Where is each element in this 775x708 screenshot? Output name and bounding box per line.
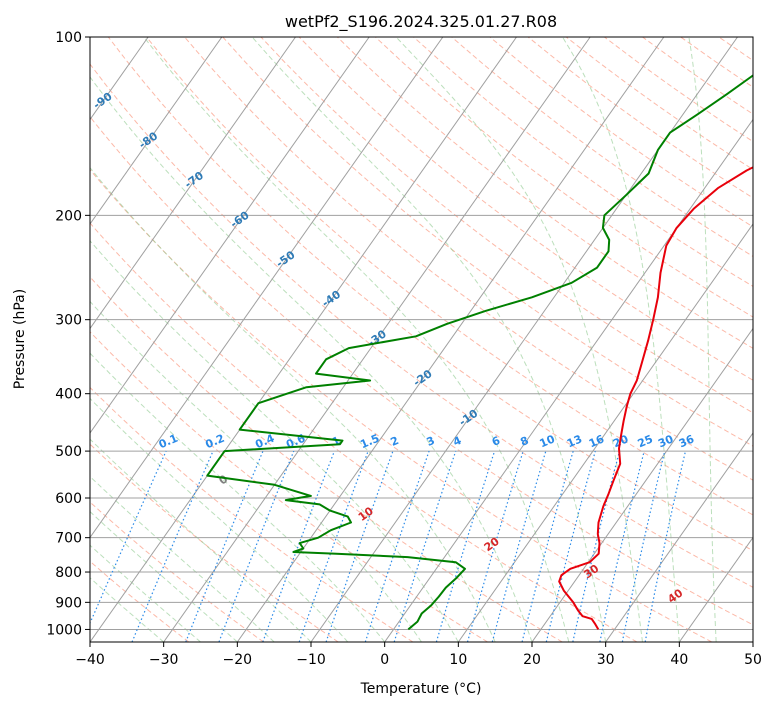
- plot-area: 0.10.20.40.611.52346810131620253036-100-…: [90, 37, 753, 642]
- x-tick-label: 10: [449, 652, 467, 668]
- moist-adiabat-line: [90, 166, 496, 642]
- x-tick-label: 50: [744, 652, 762, 668]
- moist-adiabat-line: [90, 397, 349, 642]
- moist-adiabat-line: [90, 544, 201, 642]
- moist-adiabat-line: [90, 240, 459, 642]
- dry-adiabat-line: [146, 37, 753, 516]
- x-tick-label: 40: [670, 652, 688, 668]
- pressure-gridlines: [90, 37, 753, 630]
- dry-adiabat-line: [90, 331, 488, 642]
- dry-adiabat-line: [90, 222, 638, 642]
- moist-adiabat-line: [90, 76, 533, 642]
- mixing-ratio-line: [185, 450, 264, 642]
- moist-adiabat-line: [562, 37, 680, 642]
- moist-adiabat-line: [688, 37, 717, 642]
- y-tick-label: 300: [55, 313, 82, 329]
- isotherm-line: [605, 432, 753, 642]
- x-tick-label: −30: [149, 652, 179, 668]
- x-tick-label: 30: [597, 652, 615, 668]
- plot-frame: [89, 36, 754, 643]
- dry-adiabat-line: [90, 63, 753, 588]
- mixing-ratio-line: [298, 450, 369, 642]
- y-tick-label: 600: [55, 491, 82, 507]
- mixing-ratio-line: [572, 450, 621, 642]
- y-axis-ticks: 100 200 300 400 500 600 700 800 900 1000: [46, 30, 90, 638]
- dry-adiabat-line: [336, 37, 753, 349]
- y-tick-label: 500: [55, 444, 82, 460]
- dry-adiabat-line: [260, 37, 753, 414]
- mixing-ratio-line: [90, 450, 167, 625]
- moist-adiabat-line: [90, 352, 386, 642]
- dry-adiabats: [90, 37, 753, 642]
- y-tick-label: 900: [55, 595, 82, 611]
- isotherm-line: [90, 37, 370, 434]
- mixing-ratio-label: 10: [538, 432, 558, 450]
- dry-adiabat-line: [90, 168, 712, 642]
- isotherm-line: [531, 327, 753, 642]
- mixing-ratio-label: 30: [656, 432, 676, 450]
- isotherm-line: [163, 37, 591, 642]
- dewpoint-profile-line: [206, 74, 753, 631]
- mixing-ratio-line: [364, 450, 430, 642]
- dry-adiabat-line: [90, 276, 563, 642]
- sounding-series: [206, 74, 753, 631]
- mixing-ratio-line: [393, 450, 457, 642]
- moist-adiabat-line: [90, 577, 165, 642]
- mixing-ratio-line: [621, 450, 666, 642]
- mixing-ratio-line: [466, 450, 524, 642]
- mixing-ratio-line: [521, 450, 574, 642]
- isotherm-line: [457, 223, 753, 642]
- x-tick-label: 0: [380, 652, 389, 668]
- mixing-ratio-lines: [90, 450, 687, 642]
- isotherm-line: [90, 37, 223, 225]
- y-tick-label: 700: [55, 531, 82, 547]
- plot-background: [90, 37, 753, 642]
- mixing-ratio-line: [218, 450, 295, 642]
- x-axis-ticks: −40 −30 −20 −10 0 10 20 30 40 50: [75, 642, 762, 668]
- diagram-labels: 0.10.20.40.611.52346810131620253036-100-…: [91, 90, 697, 606]
- y-tick-label: 800: [55, 565, 82, 581]
- moist-adiabats: [90, 37, 717, 642]
- x-tick-label: −20: [223, 652, 253, 668]
- mixing-ratio-label: 13: [565, 432, 584, 450]
- x-tick-label: −10: [296, 652, 326, 668]
- dry-adiabat-line: [90, 115, 753, 626]
- y-tick-label: 100: [55, 30, 82, 46]
- y-tick-label: 400: [55, 387, 82, 403]
- mixing-ratio-line: [262, 450, 335, 642]
- mixing-ratio-line: [599, 450, 645, 642]
- moist-adiabat-line: [251, 37, 607, 642]
- isotherm-line: [90, 37, 517, 642]
- dry-adiabat-line: [184, 37, 753, 481]
- mixing-ratio-line: [325, 450, 394, 642]
- y-tick-label: 200: [55, 208, 82, 224]
- moist-adiabat-line: [90, 475, 275, 642]
- dry-adiabat-line: [90, 560, 190, 642]
- y-tick-label: 1000: [46, 622, 82, 638]
- isotherm-line: [90, 37, 296, 330]
- y-axis-label: Pressure (hPa): [12, 289, 28, 389]
- isotherms: [90, 37, 753, 642]
- dry-adiabat-line: [298, 37, 753, 381]
- mixing-ratio-label: 36: [677, 432, 697, 450]
- isotherm-line: [384, 118, 753, 642]
- isotherm-line: [678, 536, 753, 642]
- moist-adiabat-line: [143, 37, 570, 642]
- chart-title: wetPf2_S196.2024.325.01.27.R08: [285, 12, 557, 32]
- mixing-ratio-line: [545, 450, 596, 642]
- temperature-profile-line: [558, 166, 753, 630]
- moist-adiabat-line: [395, 37, 643, 642]
- isotherm-line: [90, 37, 444, 539]
- mixing-ratio-label: 16: [587, 432, 607, 450]
- mixing-ratio-line: [491, 450, 547, 642]
- x-tick-label: −40: [75, 652, 105, 668]
- x-axis-label: Temperature (°C): [360, 681, 482, 697]
- x-tick-label: 20: [523, 652, 541, 668]
- mixing-ratio-label: 25: [636, 432, 655, 450]
- dry-adiabat-line: [90, 386, 414, 642]
- mixing-ratio-line: [131, 450, 214, 642]
